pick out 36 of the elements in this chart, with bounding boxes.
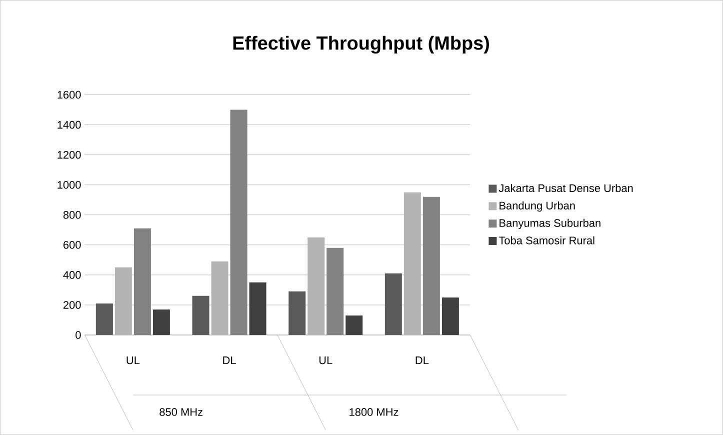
bar [249, 282, 266, 336]
legend-label: Bandung Urban [500, 202, 575, 212]
bar [152, 310, 170, 336]
bar [230, 110, 248, 336]
y-tick-label: 1600 [58, 91, 81, 99]
bar [326, 248, 344, 336]
x-tick-label: UL [126, 356, 140, 364]
chart-title: Effective Throughput (Mbps) [233, 36, 489, 54]
y-tick-label: 1200 [58, 151, 81, 159]
bar [96, 304, 113, 336]
bar [346, 316, 363, 336]
y-tick-label: 400 [63, 271, 81, 279]
legend-label: Banyumas Suburban [500, 218, 600, 230]
bar [192, 296, 210, 336]
text: 850 MHz [160, 408, 202, 416]
y-tick-label: 600 [64, 241, 81, 249]
y-tick-label: 1000 [58, 181, 81, 189]
bar [422, 196, 440, 336]
x-tick-label: DL [223, 356, 236, 364]
bar [308, 238, 325, 336]
bar [211, 262, 228, 336]
bar [288, 292, 306, 336]
x-tick-label: UL [319, 356, 332, 364]
legend-label: Toba Samosir Rural [498, 236, 594, 244]
bar [442, 298, 459, 336]
y-tick-label: 1400 [58, 121, 81, 129]
bar [404, 192, 421, 336]
x-tick-label: DL [416, 356, 429, 364]
bar [384, 274, 402, 336]
bar [114, 268, 132, 336]
y-tick-label: 800 [63, 211, 81, 219]
bar [134, 228, 151, 336]
y-tick-label: 0 [76, 331, 81, 339]
text: 1800 MHz [350, 408, 398, 416]
y-tick-label: 200 [64, 301, 81, 309]
legend-label: Jakarta Pusat Dense Urban [498, 184, 633, 192]
